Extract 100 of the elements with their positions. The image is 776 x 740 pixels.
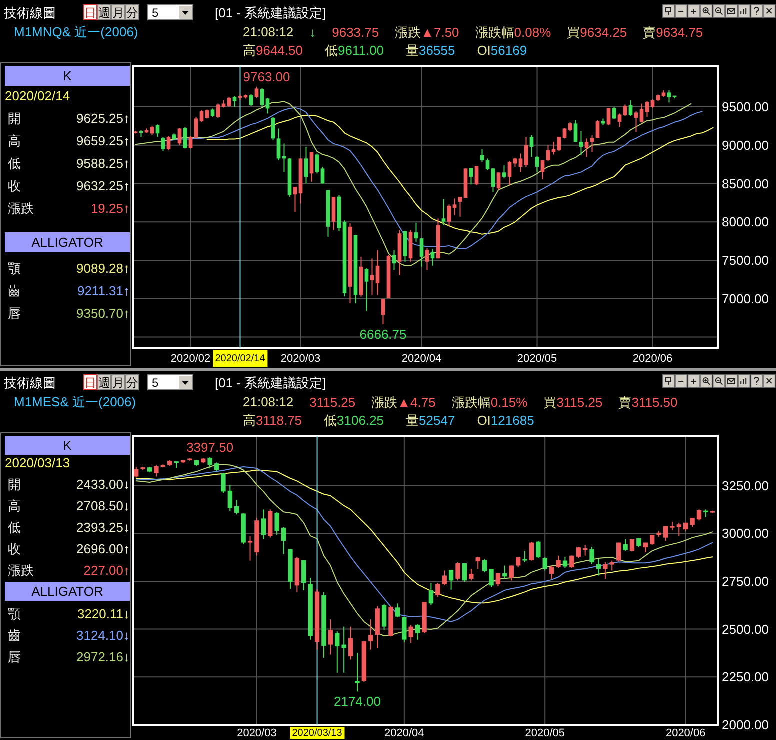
candlestick [208, 457, 212, 470]
candlestick [200, 110, 204, 123]
candlestick [542, 557, 548, 572]
candlestick [496, 572, 501, 587]
candlestick [436, 582, 440, 598]
category-label: 收 [8, 178, 21, 194]
candlestick [502, 164, 506, 180]
data-label: 3124.10↓ [76, 628, 130, 643]
candlestick [249, 94, 254, 107]
candlestick [328, 619, 334, 656]
data-label: 9632.25↑ [76, 178, 130, 194]
candlestick [556, 555, 561, 569]
candlestick [663, 526, 668, 542]
candlestick [266, 98, 270, 114]
candlestick [618, 113, 622, 128]
candlestick [134, 466, 139, 478]
annotation: 6666.75 [360, 326, 407, 342]
text: [01 - 系統建議設定] [215, 6, 326, 20]
candlestick [271, 116, 276, 141]
candlestick [502, 565, 508, 580]
text: 技術線圖 [3, 376, 56, 390]
candlestick [474, 165, 479, 186]
x-tick-label: 2020/04 [384, 728, 424, 740]
candlestick [579, 130, 584, 156]
candlestick [442, 570, 447, 586]
text: 2020/02/14 [5, 88, 70, 104]
y-tick-label: 2500.00 [722, 622, 769, 637]
x-tick-label: 2020/06 [632, 353, 673, 365]
text: 漲跌▲4.75 [372, 394, 436, 410]
candlestick [516, 556, 521, 568]
y-tick-label: 9500.00 [722, 100, 769, 115]
text: 3115.25 [310, 394, 356, 410]
text: ALLIGATOR [32, 584, 104, 599]
annotation: 3397.50 [186, 440, 234, 456]
candlestick [518, 153, 523, 172]
text: 低9611.00 [325, 42, 384, 58]
candlestick [508, 160, 512, 186]
data-label: 9211.31↑ [77, 284, 130, 298]
text: K [63, 438, 72, 453]
candlestick [590, 134, 594, 153]
category-label: 低 [8, 156, 21, 171]
category-label: 顎 [8, 606, 21, 622]
candlestick [442, 198, 446, 226]
candlestick [570, 555, 574, 569]
y-tick-label: 9000.00 [722, 138, 769, 153]
candlestick [315, 153, 320, 174]
candlestick [606, 108, 611, 126]
candlestick [320, 166, 325, 184]
annotation: 9763.00 [243, 69, 290, 84]
candlestick [650, 534, 655, 546]
candlestick [183, 126, 188, 150]
candlestick [414, 222, 418, 242]
data-label: 3220.11↓ [77, 606, 130, 622]
data-label: 9659.25↑ [76, 134, 130, 148]
text: 低3106.25 [324, 412, 384, 428]
data-label: 2696.00↑ [76, 542, 130, 556]
text: 9633.75 [332, 24, 380, 40]
candlestick [234, 499, 240, 516]
candlestick [469, 167, 474, 186]
candlestick [623, 538, 628, 552]
candlestick [402, 616, 407, 644]
y-tick-label: 8000.00 [722, 214, 769, 230]
candlestick [690, 518, 695, 528]
candlestick [549, 565, 554, 580]
text: 漲跌幅0.08% [475, 24, 552, 40]
category-label: 齒 [8, 628, 21, 643]
y-tick-label: 2750.00 [722, 574, 769, 589]
candlestick [582, 544, 588, 556]
candlestick [696, 509, 702, 522]
candlestick [522, 550, 528, 564]
candlestick [576, 546, 581, 559]
candlestick [596, 558, 602, 576]
text: OI121685 [477, 412, 534, 428]
data-label: 9350.70↑ [76, 306, 130, 321]
candlestick [530, 134, 534, 158]
candlestick [178, 128, 182, 146]
candlestick [509, 565, 514, 582]
candlestick [348, 626, 354, 660]
text: 買9634.25 [567, 24, 628, 40]
y-tick-label: 7000.00 [722, 291, 769, 306]
candlestick [232, 96, 237, 108]
candlestick [188, 135, 193, 150]
line-series [206, 114, 714, 235]
x-tick-label: 2020/03 [280, 353, 321, 365]
candlestick [645, 100, 650, 118]
candlestick [489, 568, 494, 588]
candlestick [612, 106, 616, 120]
text: ↓ [310, 24, 316, 40]
candlestick [535, 156, 540, 172]
candlestick [161, 136, 166, 152]
candlestick [154, 464, 159, 478]
x-tick-label: 2020/03/13 [292, 728, 343, 739]
candlestick [368, 619, 374, 650]
candlestick [590, 546, 594, 565]
data-label: 19.25↑ [90, 201, 130, 216]
y-tick-label: 8500.00 [722, 176, 769, 192]
candlestick [630, 538, 635, 552]
candlestick [408, 624, 414, 644]
candlestick [342, 626, 346, 674]
x-tick-label: 2020/05 [525, 728, 566, 740]
